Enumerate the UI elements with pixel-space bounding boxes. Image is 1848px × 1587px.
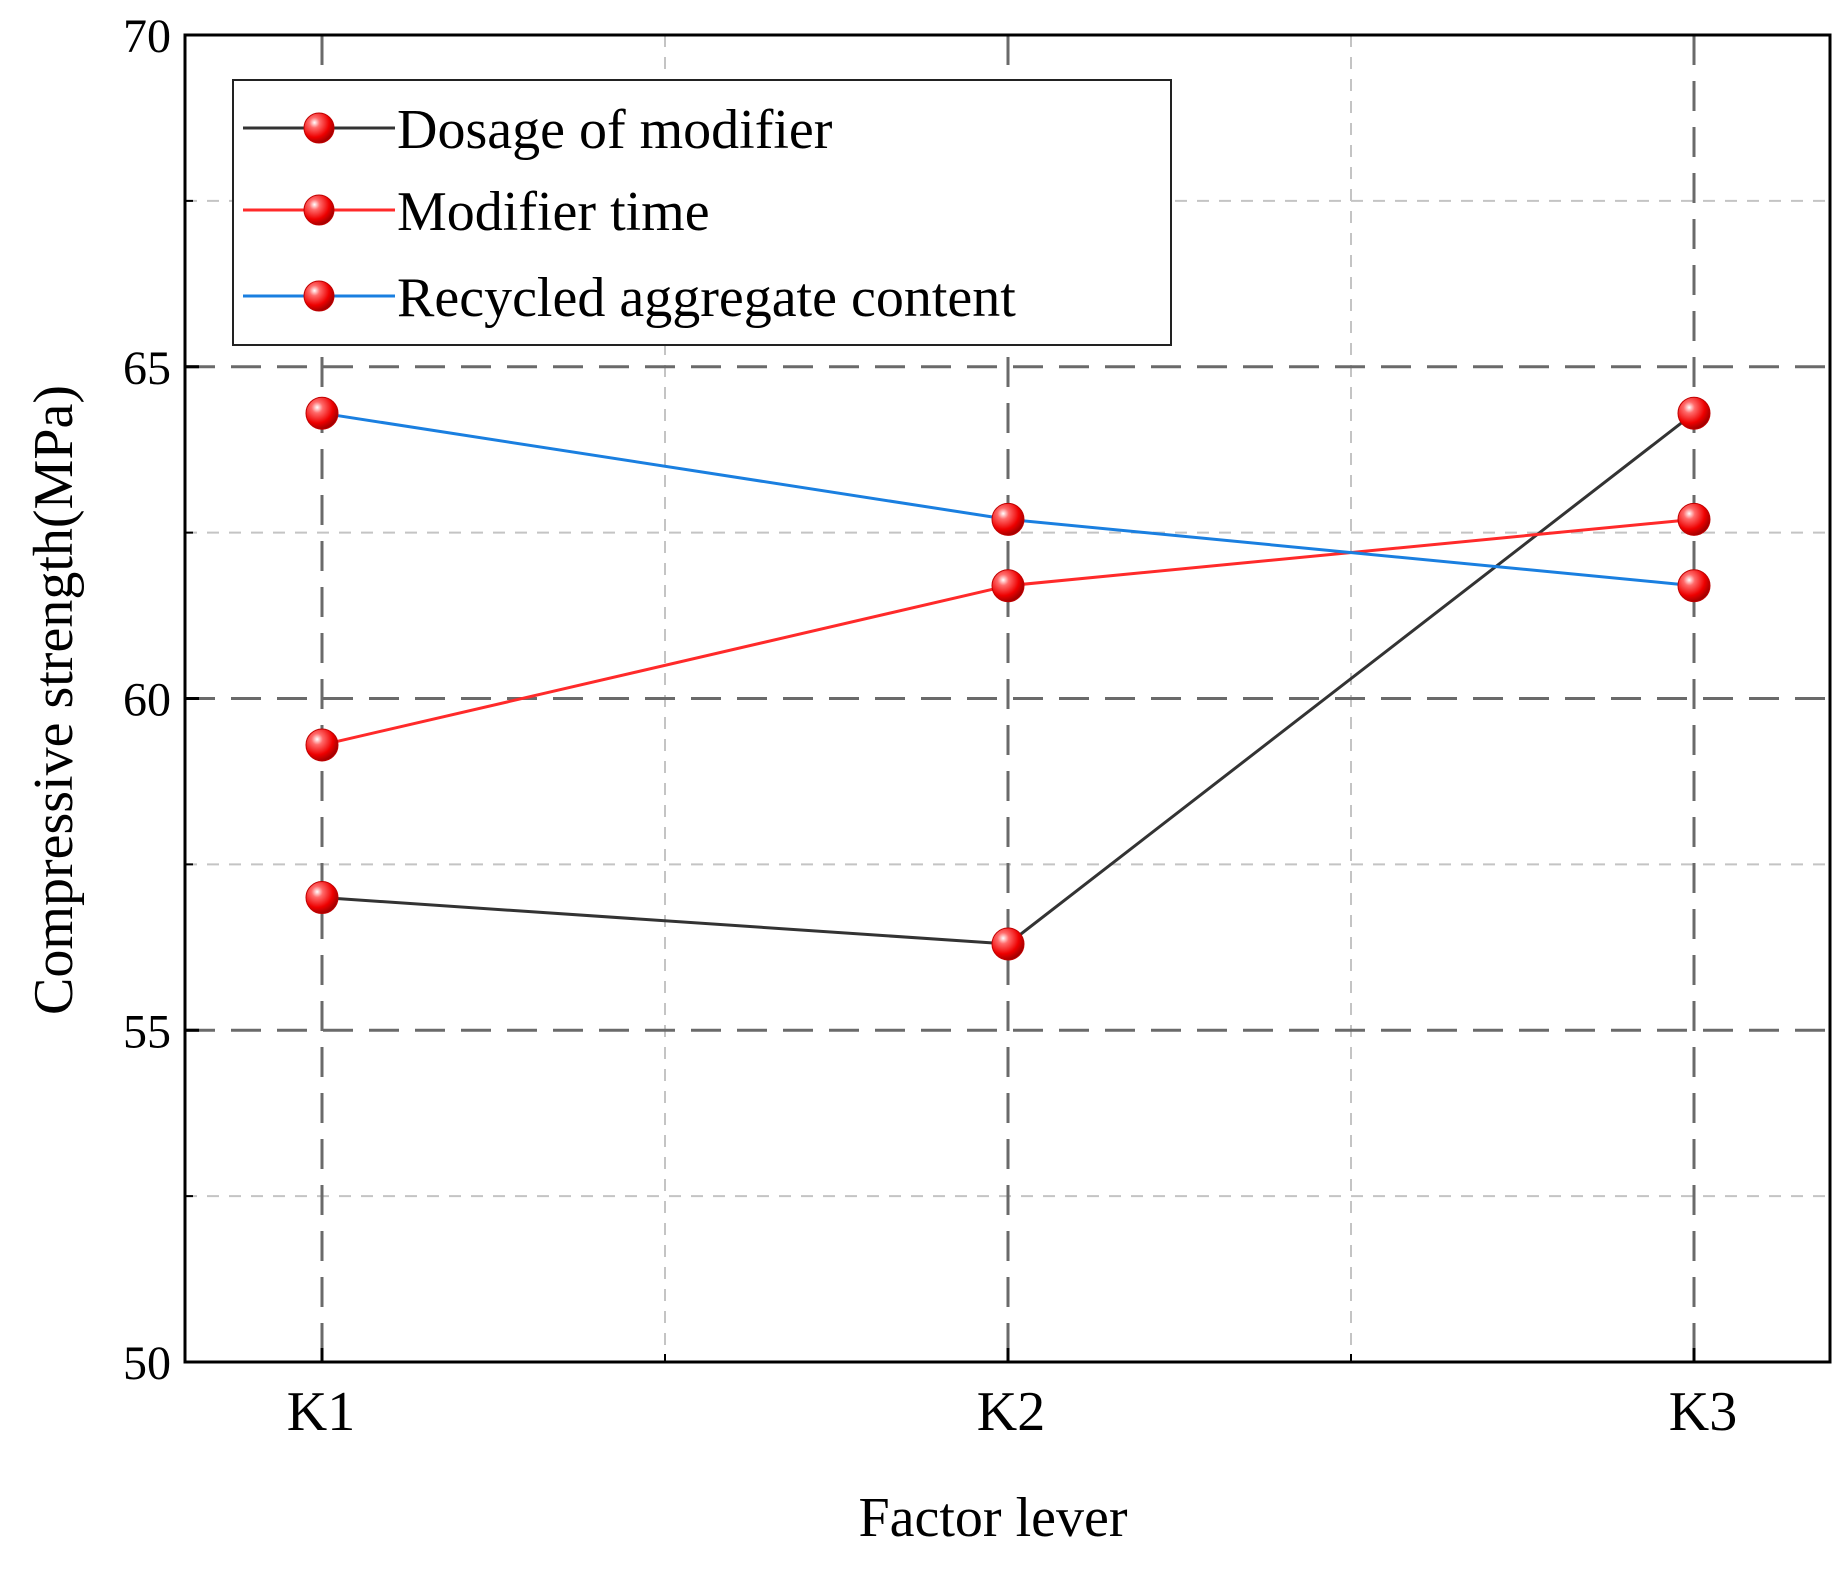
x-axis-title: Factor lever [859,1487,1128,1549]
data-point-modifier-time [991,569,1025,603]
legend-label: Dosage of modifier [397,99,833,161]
data-point-dosage-of-modifier [305,881,339,915]
data-point-recycled-aggregate-content [305,396,339,430]
y-tick-label: 70 [123,10,171,63]
y-tick-label: 55 [123,1005,171,1058]
series-layer [305,396,1711,961]
legend-label: Modifier time [397,181,710,243]
legend-marker [303,112,335,144]
y-tick-label: 65 [123,342,171,395]
data-point-dosage-of-modifier [991,927,1025,961]
legend: Dosage of modifier Modifier time Recycled … [232,79,1172,346]
x-tick-label: K1 [287,1381,355,1443]
y-axis-title: Compressive strength(MPa) [23,385,85,1015]
x-tick-label: K2 [977,1381,1045,1443]
legend-box [232,79,1172,346]
data-point-dosage-of-modifier [1677,396,1711,430]
y-tick-label: 50 [123,1337,171,1390]
data-point-recycled-aggregate-content [991,502,1025,536]
legend-label: Recycled aggregate content [397,267,1016,329]
legend-marker [303,194,335,226]
data-point-recycled-aggregate-content [1677,569,1711,603]
data-point-modifier-time [305,728,339,762]
y-tick-label: 60 [123,674,171,727]
axes-layer: 50 55 60 65 70 K1 K2 K3 [123,10,1832,1443]
legend-marker [303,280,335,312]
data-point-modifier-time [1677,502,1711,536]
x-tick-label: K3 [1669,1381,1737,1443]
